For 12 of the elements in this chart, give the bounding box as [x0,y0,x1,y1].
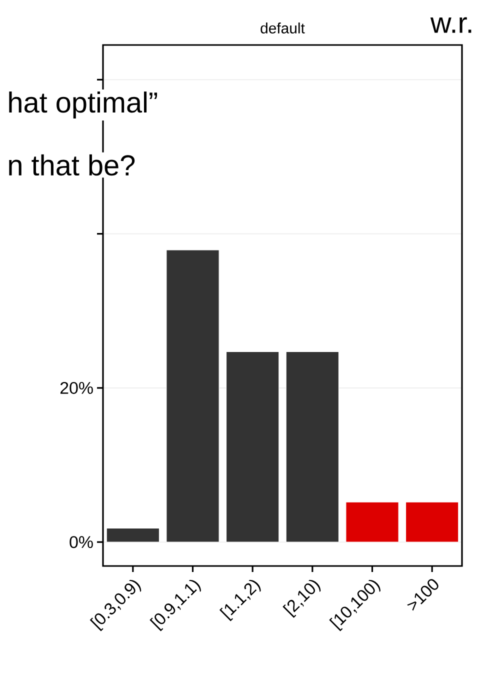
text: w.r. [430,17,472,33]
bar [226,351,280,542]
chart-title: default [260,22,305,34]
bar [346,502,399,542]
annotation: n that be? [9,154,135,176]
bar [106,528,160,542]
annotation: hat optimal” [9,92,158,118]
y-tick-label: 0% [70,536,93,548]
bar [286,351,340,542]
bar [405,502,459,542]
y-tick-label: 20% [60,382,93,394]
bar [166,250,220,542]
